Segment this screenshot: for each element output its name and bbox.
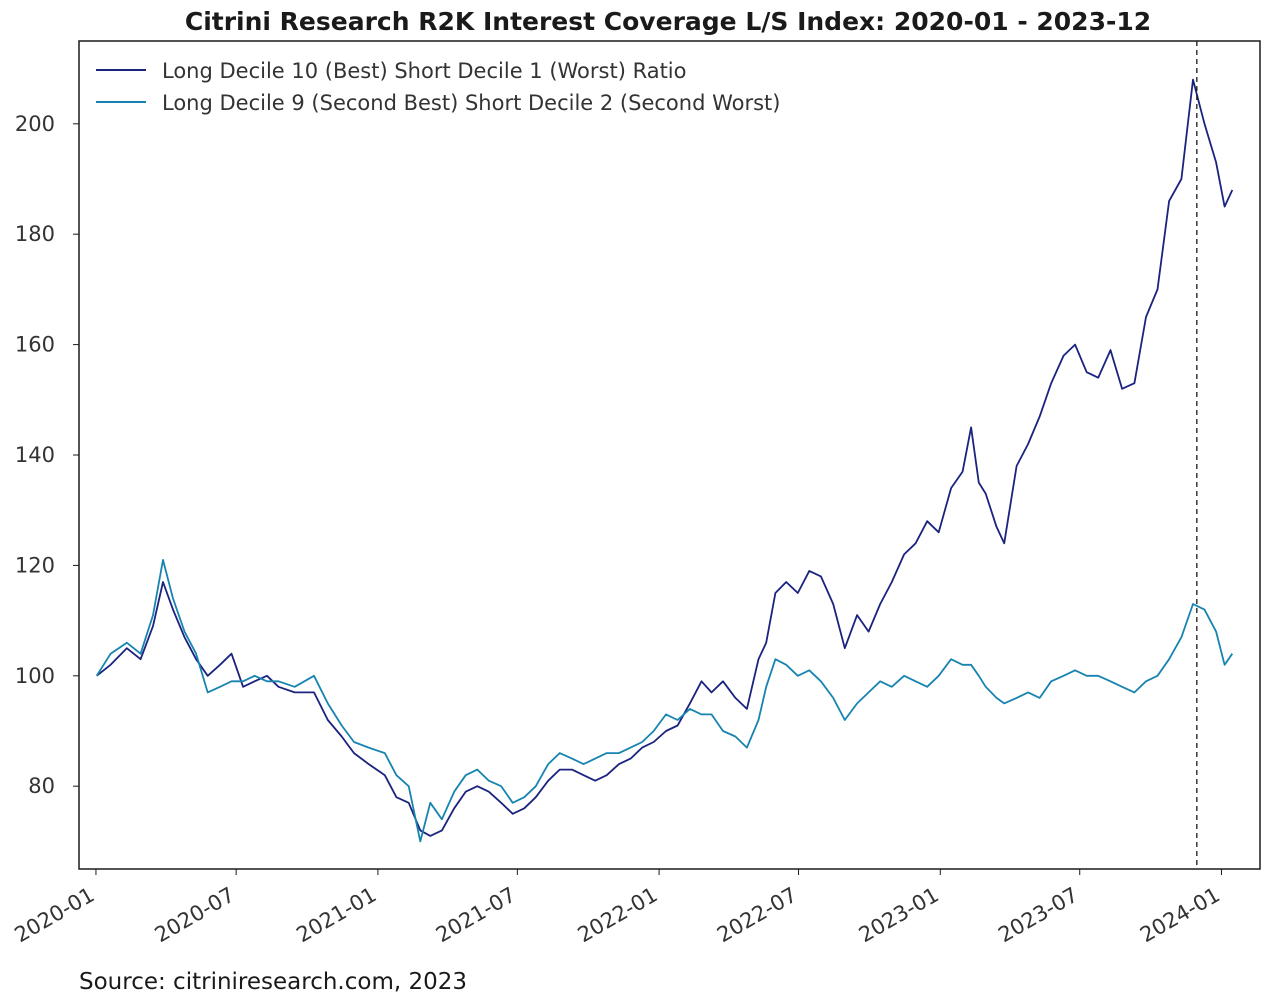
series-line-2	[95, 559, 1234, 843]
x-tick-label: 2023-07	[994, 883, 1082, 948]
legend-label-series-2: Long Decile 9 (Second Best) Short Decile…	[162, 91, 780, 115]
x-tick-label: 2024-01	[1136, 883, 1224, 948]
y-tick-label: 180	[15, 222, 55, 246]
x-tick-label: 2020-01	[10, 883, 98, 948]
y-tick-label: 80	[28, 774, 55, 798]
x-tick-label: 2020-07	[151, 883, 239, 948]
x-tick-label: 2022-07	[713, 883, 801, 948]
y-tick-label: 140	[15, 443, 55, 467]
legend: Long Decile 10 (Best) Short Decile 1 (Wo…	[96, 59, 780, 115]
chart-title: Citrini Research R2K Interest Coverage L…	[185, 7, 1151, 36]
y-axis: 80 100 120 140 160 180 200	[15, 112, 79, 798]
x-tick-label: 2022-01	[574, 883, 662, 948]
plot-area	[78, 40, 1261, 870]
x-tick-label: 2021-01	[292, 883, 380, 948]
legend-label-series-1: Long Decile 10 (Best) Short Decile 1 (Wo…	[162, 59, 687, 83]
x-tick-label: 2023-01	[855, 883, 943, 948]
x-axis: 2020-01 2020-07 2021-01 2021-07 2022-01 2022-…	[10, 869, 1224, 947]
source-note: Source: citriniresearch.com, 2023	[79, 969, 467, 995]
x-tick-label: 2021-07	[432, 883, 520, 948]
y-tick-label: 100	[15, 664, 55, 688]
series-line-1	[96, 78, 1234, 837]
y-tick-label: 160	[15, 333, 55, 357]
series-layer	[95, 78, 1234, 843]
y-tick-label: 200	[15, 112, 55, 136]
y-tick-label: 120	[15, 553, 55, 577]
